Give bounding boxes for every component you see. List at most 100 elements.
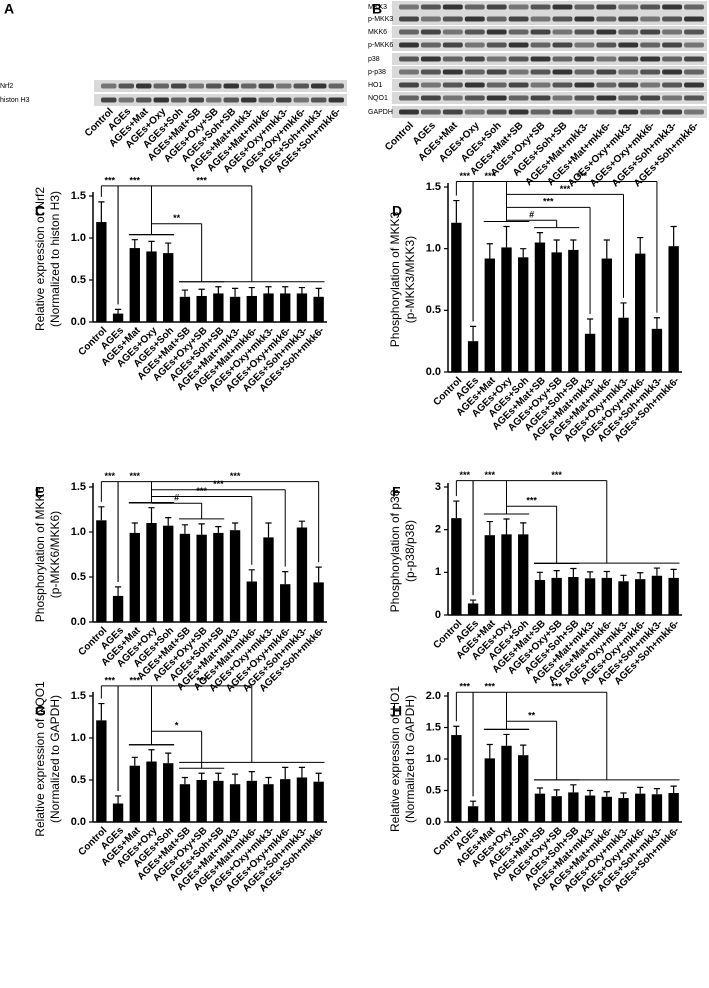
error-bar	[165, 752, 172, 764]
band	[188, 97, 204, 103]
error-bar	[653, 317, 661, 329]
error-bar	[181, 776, 189, 785]
bar	[618, 317, 629, 372]
significance: ***	[104, 675, 115, 685]
bar	[518, 755, 529, 822]
band	[399, 4, 419, 10]
error-bar	[453, 500, 460, 519]
bar	[635, 579, 646, 615]
bar	[213, 780, 224, 822]
band	[136, 97, 152, 103]
band	[442, 56, 463, 62]
significance: ***	[551, 470, 562, 480]
y-tick-label: 0.5	[71, 571, 86, 583]
band	[293, 97, 309, 103]
band	[618, 82, 639, 88]
band	[420, 4, 441, 10]
error-bar	[586, 789, 594, 796]
y-tick-label: 1.5	[426, 721, 441, 733]
band	[662, 16, 683, 22]
bar	[129, 765, 140, 822]
bar	[618, 581, 629, 615]
significance: ***	[130, 175, 141, 185]
error-bar	[486, 243, 493, 259]
band	[684, 56, 704, 62]
row-label: p-p38	[368, 69, 386, 76]
y-tick-label: 1.5	[71, 481, 86, 493]
y-tick-label: 0.0	[71, 316, 86, 328]
error-bar	[315, 566, 322, 583]
band	[530, 69, 551, 75]
band	[662, 82, 683, 88]
band	[618, 69, 639, 75]
error-bar	[298, 286, 306, 294]
significance: *	[175, 721, 179, 731]
error-bar	[315, 772, 322, 782]
error-bar	[520, 248, 527, 258]
error-bar	[520, 522, 527, 535]
panel-letter: C	[35, 203, 45, 219]
bar	[296, 293, 308, 322]
error-bar	[586, 571, 594, 579]
bar	[668, 577, 679, 615]
band	[420, 109, 441, 115]
significance: ***	[560, 184, 571, 194]
band	[640, 56, 661, 62]
y-tick-label: 1.0	[71, 732, 86, 744]
error-bar	[637, 572, 644, 580]
error-bar	[265, 286, 272, 294]
band	[684, 16, 704, 22]
y-axis-title: Phosphorylation of MKK3	[388, 211, 402, 347]
significance: ***	[230, 471, 241, 481]
bar	[263, 537, 274, 622]
bar	[584, 795, 596, 822]
band	[399, 69, 419, 75]
bar	[246, 295, 257, 322]
bar	[467, 603, 479, 615]
band	[574, 56, 595, 62]
band	[574, 29, 595, 35]
band	[684, 109, 704, 115]
y-axis-subtitle: (p-p38/p38)	[403, 520, 417, 582]
band	[241, 97, 257, 103]
row-label: GAPDH	[368, 109, 393, 116]
bar	[246, 780, 257, 822]
band	[420, 69, 441, 75]
band	[640, 16, 661, 22]
error-bar	[620, 302, 627, 318]
bar	[518, 534, 529, 615]
band	[530, 42, 551, 48]
row-label: p-MKK6	[368, 42, 393, 49]
significance: ***	[485, 470, 496, 480]
band	[136, 83, 152, 89]
y-axis-title: Phosphorylation of MKK6	[33, 486, 47, 622]
band	[662, 95, 683, 101]
bar	[668, 793, 679, 822]
bar	[568, 792, 579, 822]
y-tick-label: 0.0	[426, 366, 441, 378]
band	[442, 95, 463, 101]
band	[241, 83, 257, 89]
y-axis-title: Relative expression of NQO1	[33, 681, 47, 837]
bar	[146, 251, 157, 322]
row-label: p38	[368, 56, 380, 63]
band	[530, 56, 551, 62]
band	[118, 83, 134, 89]
band	[684, 69, 704, 75]
bar	[551, 252, 562, 372]
error-bar	[215, 772, 222, 781]
significance: ***	[526, 496, 537, 506]
y-axis-subtitle: (Normalized to GAPDH)	[403, 695, 417, 823]
bar	[263, 293, 274, 322]
band	[420, 42, 441, 48]
row-label: p-MKK3	[368, 16, 393, 23]
band	[153, 97, 169, 103]
y-tick-label: 2	[435, 524, 441, 536]
error-bar	[486, 743, 493, 759]
error-bar	[131, 522, 138, 533]
y-tick-label: 1.5	[71, 190, 86, 202]
bar	[163, 525, 174, 622]
error-bar	[265, 776, 272, 785]
band	[530, 109, 551, 115]
panel-letter: E	[35, 484, 44, 500]
